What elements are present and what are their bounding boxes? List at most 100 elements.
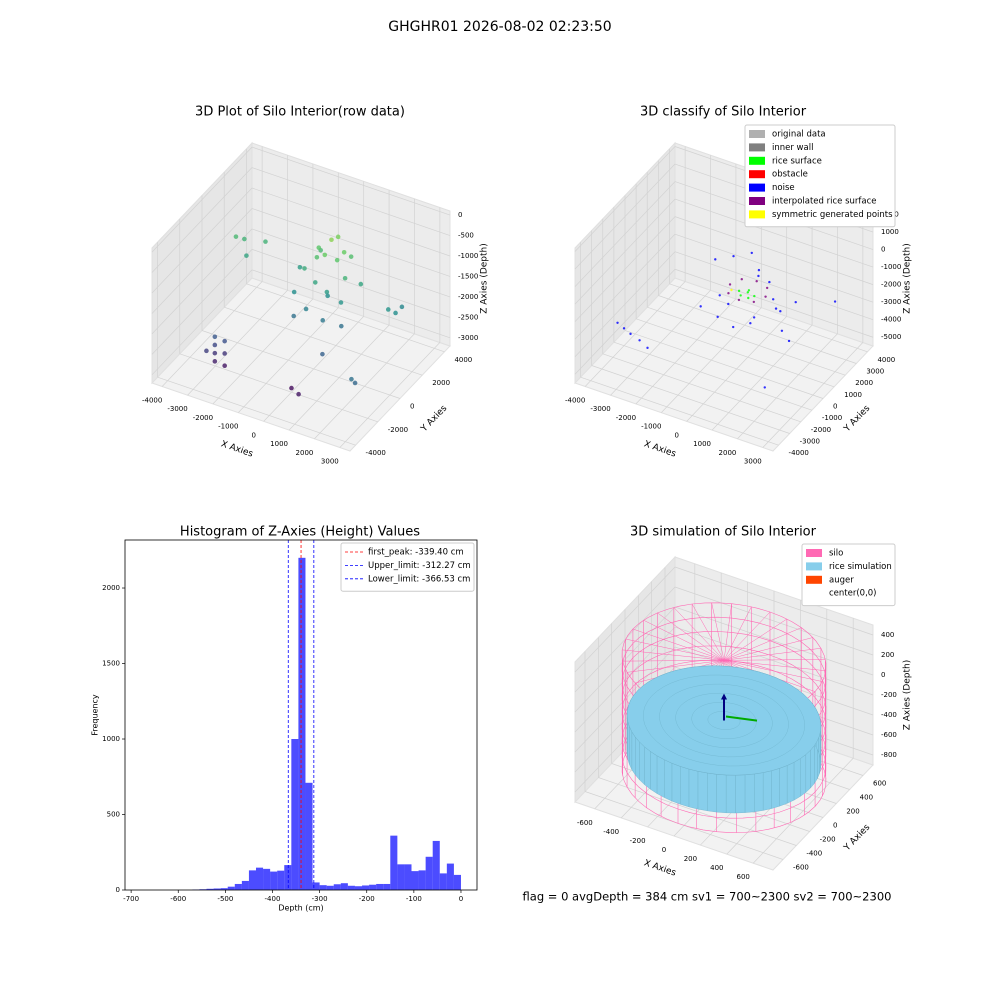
bar xyxy=(206,888,214,890)
data-point xyxy=(314,254,320,260)
grid-line xyxy=(574,268,676,375)
data-point xyxy=(212,334,218,340)
grid-line xyxy=(674,566,874,636)
x-tick-label: 400 xyxy=(710,864,723,872)
rice-side xyxy=(779,765,788,807)
x-tick-label: -600 xyxy=(170,895,186,903)
grid-line xyxy=(580,376,779,446)
data-point xyxy=(291,289,297,295)
data-point xyxy=(763,386,766,389)
data-point xyxy=(833,300,837,303)
silo-roof xyxy=(723,648,821,661)
rice-side xyxy=(793,758,801,801)
data-point xyxy=(699,305,702,308)
data-point xyxy=(774,307,778,310)
data-point xyxy=(728,283,732,286)
bar xyxy=(248,870,256,890)
rice-side xyxy=(629,726,633,770)
legend-label: original data xyxy=(772,130,826,140)
data-point xyxy=(349,376,354,382)
data-point xyxy=(338,300,344,305)
z-axis-label: Z Axies (Depth) xyxy=(480,243,490,314)
x-tick-label: -700 xyxy=(123,895,139,903)
silo-roof xyxy=(723,627,802,661)
data-point xyxy=(320,318,326,323)
bar xyxy=(390,835,398,890)
figure-title: GHGHR01 2026-08-02 02:23:50 xyxy=(388,19,611,35)
y-axis-label: Y Axies xyxy=(842,403,873,434)
grid-line xyxy=(246,283,445,353)
data-point xyxy=(757,274,760,278)
rice-side xyxy=(810,745,815,789)
grid-line xyxy=(674,198,874,268)
legend-label: interpolated rice surface xyxy=(772,197,877,207)
y-axis-label: Frequency xyxy=(91,694,100,736)
bar xyxy=(305,782,313,890)
grid-line xyxy=(674,586,874,656)
data-point xyxy=(329,237,334,243)
bar xyxy=(319,885,327,890)
legend-box xyxy=(340,542,475,592)
chart-title: 3D Plot of Silo Interior(row data) xyxy=(195,105,405,120)
x-tick-label: -2000 xyxy=(616,414,636,422)
x-tick-label: -1000 xyxy=(218,423,238,431)
legend-patch xyxy=(749,197,765,205)
bar xyxy=(432,840,440,890)
grid-line xyxy=(574,646,676,753)
z-tick-label: 400 xyxy=(881,631,894,639)
y-tick-label: 2000 xyxy=(432,379,450,387)
x-tick-label: -4000 xyxy=(142,396,162,404)
silo-roof xyxy=(691,603,725,661)
legend-label: symmetric generated points xyxy=(772,210,893,220)
z-tick-label: -500 xyxy=(458,232,474,240)
data-point xyxy=(291,313,297,319)
z-tick-label: -400 xyxy=(881,711,897,719)
rice-side xyxy=(627,721,630,765)
data-point xyxy=(302,266,307,271)
x-axis-label: X Axies xyxy=(219,439,254,459)
x-tick-label: -600 xyxy=(577,819,593,827)
x-tick-label: 0 xyxy=(662,846,666,854)
silo-roof xyxy=(723,606,752,661)
grid-line xyxy=(602,353,801,423)
legend-label: obstacle xyxy=(772,170,808,180)
grid-line xyxy=(251,187,451,257)
grid-line xyxy=(251,146,451,216)
data-point xyxy=(779,310,782,313)
grid-line xyxy=(674,606,874,676)
grid-line xyxy=(647,306,846,376)
bar xyxy=(404,864,412,890)
x-tick-label: 2000 xyxy=(296,449,314,457)
grid-line xyxy=(574,626,676,733)
x-tick-label: -500 xyxy=(217,895,233,903)
bar xyxy=(362,885,370,890)
bar xyxy=(383,883,391,890)
data-point xyxy=(780,329,784,332)
silo-roof xyxy=(625,638,725,661)
data-point xyxy=(212,342,218,348)
rice-mesh xyxy=(707,711,741,730)
grid-line xyxy=(598,777,797,846)
data-point xyxy=(312,280,318,285)
rice-side xyxy=(771,768,780,809)
grid-line xyxy=(591,365,790,434)
x-tick-label: -4000 xyxy=(565,396,585,404)
x-tick-label: 0 xyxy=(459,895,463,903)
silo-roof xyxy=(723,637,813,661)
data-point xyxy=(222,363,227,369)
bar xyxy=(446,863,454,890)
y-tick-label: 1000 xyxy=(844,391,862,399)
y-axis-label: Y Axies xyxy=(419,403,450,434)
silo-roof xyxy=(643,619,725,661)
y-tick-label: -200 xyxy=(820,836,836,844)
grid-line xyxy=(574,251,676,357)
x-tick-label: -1000 xyxy=(641,423,661,431)
data-point xyxy=(297,264,303,270)
bar xyxy=(453,874,461,890)
z-axis-label: Z Axies (Depth) xyxy=(903,243,913,314)
grid-line xyxy=(574,146,676,252)
data-point xyxy=(755,280,758,283)
data-point xyxy=(322,252,328,258)
legend-patch xyxy=(749,170,765,179)
data-point xyxy=(764,295,767,298)
